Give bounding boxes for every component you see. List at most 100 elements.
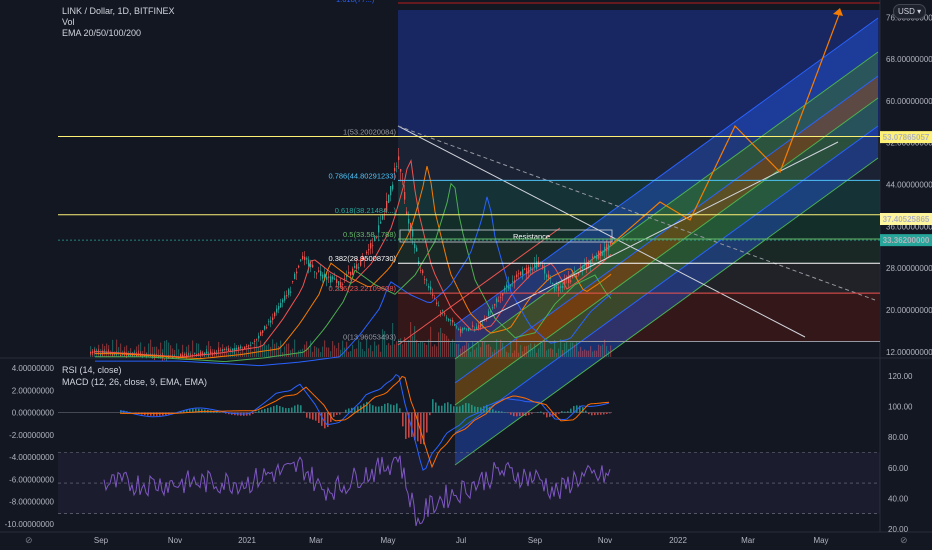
volume-bar [332, 341, 334, 357]
price-tick: 28.00000000 [886, 264, 932, 273]
volume-bar [438, 332, 440, 357]
macd-legend[interactable]: MACD (12, 26, close, 9, EMA, EMA) [62, 377, 208, 387]
fib-label-top: 1.618(77...) [336, 0, 375, 4]
candle-body [548, 274, 550, 279]
candle-body [416, 247, 418, 252]
volume-bar [112, 339, 114, 357]
volume-bar [302, 348, 304, 357]
volume-bar [574, 344, 576, 357]
candle-body [362, 255, 364, 260]
macd-histogram-bar [468, 403, 470, 413]
macd-histogram-bar [306, 412, 308, 418]
candle-body [286, 295, 288, 297]
volume-bar [250, 345, 252, 357]
volume-bar [406, 342, 408, 357]
volume-bar [172, 348, 174, 357]
candle-body [236, 347, 238, 350]
candle-body [252, 342, 254, 344]
candle-body [450, 320, 452, 322]
volume-legend[interactable]: Vol [62, 17, 75, 27]
macd-histogram-bar [525, 412, 527, 416]
volume-bar [278, 345, 280, 357]
candle-body [272, 317, 274, 321]
volume-bar [434, 344, 436, 357]
volume-bar [310, 340, 312, 357]
ema-legend[interactable]: EMA 20/50/100/200 [62, 28, 142, 38]
candle-body [248, 345, 250, 347]
candle-body [250, 344, 252, 346]
macd-histogram-bar [447, 402, 449, 413]
candle-body [512, 280, 514, 282]
volume-bar [530, 343, 532, 357]
candle-body [334, 278, 336, 280]
macd-histogram-bar [186, 409, 188, 413]
volume-bar [600, 345, 602, 357]
candle-body [494, 303, 496, 306]
macd-histogram-bar [402, 412, 404, 427]
volume-bar [270, 346, 272, 357]
channel-band-mid-upper [455, 52, 878, 383]
volume-bar [466, 341, 468, 357]
volume-bar [194, 352, 196, 357]
volume-bar [512, 352, 514, 357]
tradingview-logo-icon-right[interactable]: ⊘ [900, 535, 908, 545]
candle-body [184, 353, 186, 355]
candle-body [462, 327, 464, 331]
volume-bar [498, 349, 500, 357]
candle-body [228, 348, 230, 352]
candle-body [312, 264, 314, 268]
rsi-legend[interactable]: RSI (14, close) [62, 365, 122, 375]
candle-body [478, 324, 480, 329]
volume-bar [348, 351, 350, 357]
candle-body [436, 302, 438, 304]
candle-body [368, 249, 370, 251]
volume-bar [566, 341, 568, 357]
candle-body [592, 256, 594, 259]
macd-histogram-bar [309, 412, 311, 419]
volume-bar [154, 346, 156, 357]
macd-histogram-bar [150, 412, 152, 416]
volume-bar [440, 327, 442, 357]
macd-histogram-bar [459, 406, 461, 413]
volume-bar [412, 336, 414, 357]
macd-histogram-bar [531, 412, 533, 414]
candle-body [324, 273, 326, 279]
macd-histogram-bar [420, 412, 422, 444]
candle-body [114, 354, 116, 356]
price-tick: 68.00000000 [886, 55, 932, 64]
candle-body [452, 320, 454, 323]
candle-body [258, 335, 260, 339]
volume-bar [318, 348, 320, 357]
macd-histogram-bar [261, 409, 263, 413]
candle-body [600, 250, 602, 257]
tradingview-logo-icon[interactable]: ⊘ [25, 535, 33, 545]
fib-zone-1 [398, 136, 880, 181]
candle-body [460, 328, 462, 333]
candle-body [498, 300, 500, 302]
volume-bar [388, 343, 390, 357]
candle-body [572, 275, 574, 278]
macd-histogram-bar [561, 411, 563, 413]
volume-bar [306, 341, 308, 357]
candle-body [226, 349, 228, 351]
candle-body [278, 306, 280, 310]
volume-bar [364, 351, 366, 357]
volume-bar [280, 340, 282, 357]
macd-histogram-bar [486, 404, 488, 413]
candle-body [194, 352, 196, 354]
volume-bar [402, 344, 404, 357]
candle-body [264, 325, 266, 330]
macd-histogram-bar [273, 406, 275, 413]
fib-zone-3 [398, 214, 880, 239]
projection-path [611, 11, 841, 245]
macd-histogram-bar [465, 402, 467, 413]
macd-histogram-bar [483, 406, 485, 413]
currency-button[interactable]: USD ▾ [893, 4, 927, 19]
volume-bar [378, 344, 380, 357]
volume-bar [450, 342, 452, 357]
candle-body [426, 279, 428, 281]
candle-body [552, 283, 554, 284]
candle-body [372, 245, 374, 247]
symbol-legend[interactable]: LINK / Dollar, 1D, BITFINEX [62, 6, 175, 16]
